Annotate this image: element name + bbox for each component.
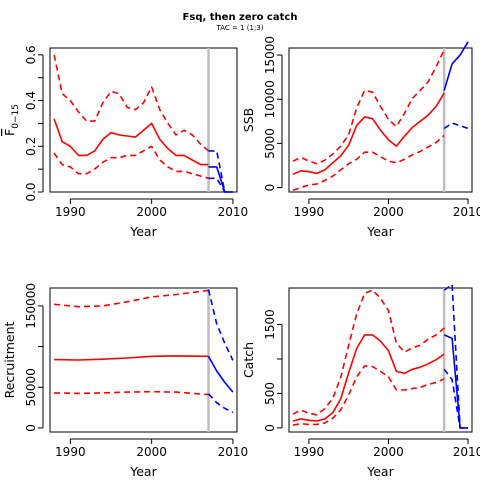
y-tick-label: 0.0 — [24, 182, 38, 201]
historic-median-line — [53, 118, 209, 166]
y-axis-label: SSB — [241, 108, 256, 132]
projection-ci-line — [443, 368, 468, 429]
projection-median-line — [443, 41, 469, 91]
historic-ci-line — [53, 54, 210, 152]
x-tick-label: 1990 — [55, 205, 86, 219]
historic-ci-line — [292, 49, 445, 165]
projection-ci-line — [443, 122, 469, 130]
plot-frame — [288, 287, 473, 433]
y-tick-label: 150000 — [24, 283, 38, 329]
x-tick-label: 1990 — [55, 445, 86, 459]
panel-ssb: 1990 2000 2010 Year 0 5000 10000 15000 SSB — [241, 36, 480, 239]
projection-median-line — [208, 166, 233, 193]
x-tick-label: 2000 — [136, 445, 167, 459]
x-axis-label: Year — [366, 464, 394, 479]
historic-ci-line — [54, 390, 209, 396]
y-tick-label: 0.6 — [24, 45, 38, 64]
y-axis-label: F0−15 — [2, 104, 21, 136]
projection-ci-line — [443, 283, 468, 429]
historic-median-line — [54, 355, 209, 361]
y-tick-label: 0 — [24, 424, 38, 432]
x-tick-label: 2000 — [373, 445, 404, 459]
y-tick-label: 5000 — [263, 128, 277, 159]
y-tick-label: 10000 — [263, 80, 277, 118]
projection-ci-line — [207, 289, 234, 361]
y-tick-label: 0.2 — [24, 137, 38, 156]
y-tick-label: 0.4 — [24, 91, 38, 110]
y-axis-label-main: F — [2, 129, 17, 136]
x-tick-label: 2010 — [218, 205, 249, 219]
figure-title: Fsq, then zero catch — [183, 12, 298, 23]
historic-ci-line — [292, 134, 445, 191]
historic-median-line — [292, 334, 445, 422]
y-axis-label: Recruitment — [2, 322, 17, 399]
y-tick-label: 0 — [263, 424, 277, 432]
panel-recruitment: 1990 2000 2010 Year 0 50000 150000 Recruitment — [2, 283, 248, 479]
panel-fbar: 1990 2000 2010 Year 0.0 0.2 0.4 0.6 F0−15 — [2, 45, 248, 239]
projection-ci-line — [207, 393, 234, 414]
y-tick-label: 0 — [263, 184, 277, 192]
historic-ci-line — [53, 145, 209, 180]
x-tick-label: 2010 — [218, 445, 249, 459]
historic-ci-line — [54, 289, 209, 308]
plot-frame — [49, 47, 238, 193]
x-tick-label: 2010 — [453, 205, 480, 219]
y-tick-label: 50000 — [24, 368, 38, 406]
x-axis-label: Year — [129, 464, 157, 479]
x-tick-label: 2010 — [453, 445, 480, 459]
historic-ci-line — [292, 365, 445, 426]
projection-ci-line — [208, 177, 233, 193]
figure-subtitle: TAC = 1 (1;3) — [215, 24, 263, 32]
x-axis-label: Year — [366, 224, 394, 239]
x-tick-label: 1990 — [294, 445, 325, 459]
x-tick-label: 2000 — [136, 205, 167, 219]
plot-frame — [288, 47, 473, 193]
historic-ci-line — [292, 289, 445, 416]
y-tick-label: 1500 — [263, 309, 277, 340]
x-tick-label: 1990 — [294, 205, 325, 219]
panel-catch: 1990 2000 2010 Year 0 500 1500 Catch — [241, 283, 480, 479]
x-tick-label: 2000 — [373, 205, 404, 219]
y-tick-label: 15000 — [263, 36, 277, 74]
y-tick-label: 500 — [263, 382, 277, 405]
plot-frame — [49, 287, 238, 433]
projection-ci-line — [208, 150, 233, 193]
projection-median-line — [207, 355, 234, 393]
x-axis-label: Year — [129, 224, 157, 239]
y-axis-label: Catch — [241, 342, 256, 378]
y-axis-label-sub: 0−15 — [11, 104, 21, 129]
historic-median-line — [292, 92, 445, 176]
